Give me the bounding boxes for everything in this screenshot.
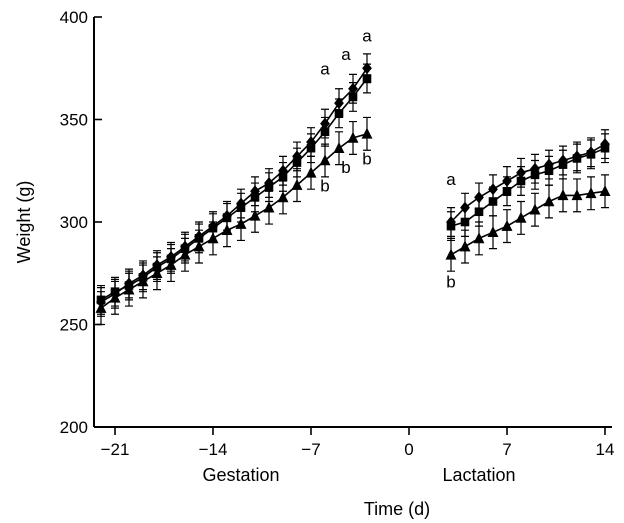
data-point-triangle [585,187,597,199]
y-ticks: 200 250 300 350 400 [60,8,102,437]
significance-label: b [446,273,455,292]
data-point-square [558,160,568,169]
y-tick-label: 300 [60,213,88,232]
data-point-square [446,221,456,231]
data-point-square [292,158,302,167]
y-tick-label: 200 [60,418,88,437]
axes: 200 250 300 350 400 −21 −14 −7 0 7 14 [60,8,615,459]
data-point-square [516,176,526,186]
data-point-square [586,150,596,159]
y-tick-label: 350 [60,111,88,130]
data-point-square [474,207,484,217]
series-square [96,63,610,315]
x-tick-label: 7 [502,440,511,459]
significance-label: b [341,158,350,177]
data-point-triangle [515,211,527,223]
data-point-triangle [319,154,331,166]
data-point-square [306,143,316,153]
data-point-triangle [95,301,107,313]
data-point-triangle [221,224,233,235]
data-point-triangle [599,185,611,197]
data-point-triangle [123,283,135,295]
data-point-triangle [529,203,541,215]
data-point-triangle [137,275,149,287]
phase-label-lactation: Lactation [442,465,515,485]
data-point-square [600,143,610,153]
data-point-square [502,186,512,196]
x-axis-title: Time (d) [364,499,430,519]
data-point-square [460,217,470,227]
data-point-square [348,92,358,102]
data-point-triangle [445,248,457,260]
data-point-triangle [207,232,219,244]
data-point-square [544,166,554,176]
data-point-square [334,109,344,118]
data-point-square [530,170,540,180]
data-point-triangle [165,258,177,270]
data-point-triangle [179,248,191,260]
y-tick-label: 400 [60,8,88,27]
data-point-square [488,197,498,206]
significance-label: b [362,150,371,169]
data-point-square [320,127,330,137]
data-point-triangle [501,219,513,231]
x-tick-label: −14 [199,440,228,459]
data-point-triangle [193,240,205,252]
y-tick-label: 250 [60,316,88,335]
data-point-square [278,172,288,182]
significance-label: a [341,45,351,64]
data-point-triangle [487,226,499,238]
data-point-triangle [151,267,163,279]
phase-label-gestation: Gestation [202,465,279,485]
series-layer [95,53,611,326]
data-point-triangle [235,217,247,229]
data-point-triangle [333,142,345,153]
data-point-triangle [459,240,471,252]
series-triangle [95,116,611,326]
y-axis-title: Weight (g) [14,181,34,264]
data-point-square [362,74,372,83]
data-point-triangle [263,201,275,213]
data-point-triangle [249,209,261,221]
data-point-triangle [347,131,359,143]
x-tick-label: −7 [301,440,320,459]
x-tick-label: −21 [101,440,130,459]
data-point-triangle [543,195,555,207]
significance-label: a [362,27,372,46]
data-point-square [264,182,274,192]
data-point-triangle [361,127,373,139]
data-point-triangle [277,191,289,203]
data-point-triangle [473,232,485,244]
significance-label: b [320,176,329,195]
data-point-triangle [571,189,583,201]
significance-label: a [446,170,456,189]
significance-label: a [320,59,330,78]
x-tick-label: 14 [596,440,615,459]
data-point-triangle [291,178,303,190]
series-line-lactation [450,143,606,223]
data-point-triangle [557,189,569,201]
data-point-triangle [109,291,121,303]
x-ticks: −21 −14 −7 0 7 14 [101,427,615,459]
x-tick-label: 0 [404,440,413,459]
data-point-square [572,154,582,163]
data-point-triangle [305,166,317,178]
